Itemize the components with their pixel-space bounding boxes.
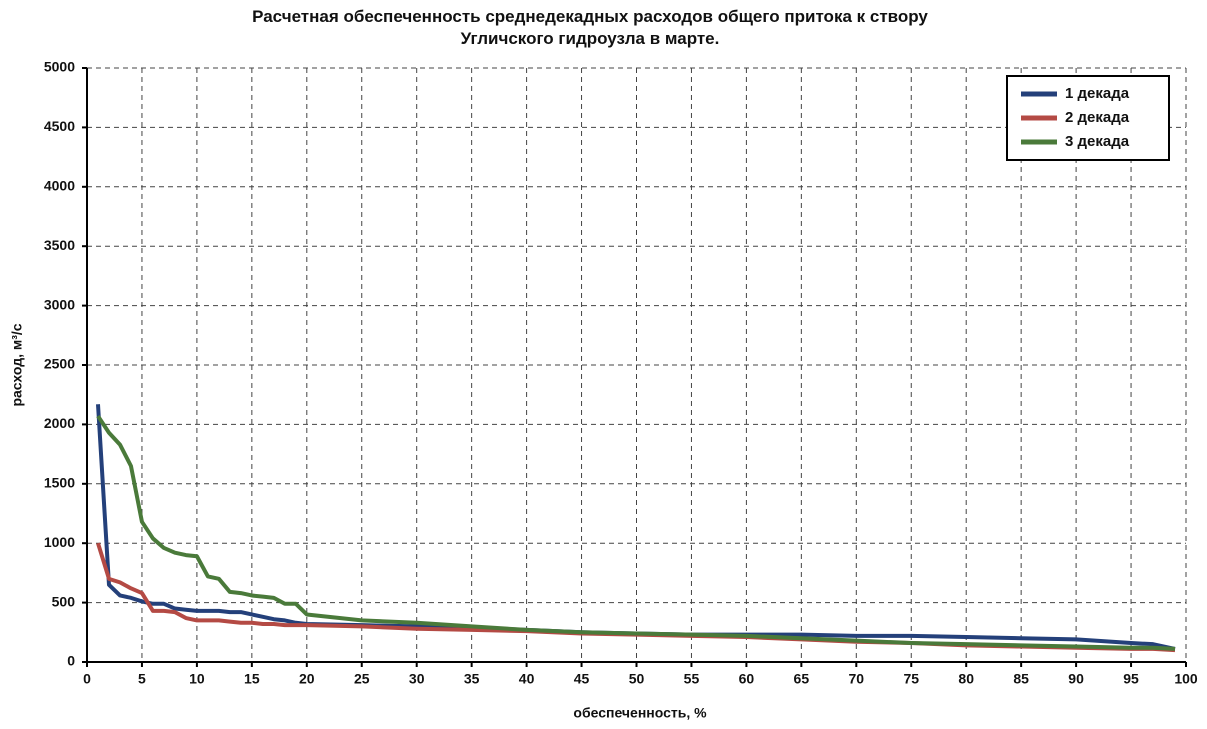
x-axis-label: обеспеченность, % [573, 705, 707, 721]
x-tick-label: 50 [629, 671, 645, 687]
x-tick-label: 15 [244, 671, 260, 687]
x-tick-label: 40 [519, 671, 535, 687]
y-tick-label: 500 [52, 593, 76, 609]
y-tick-label: 5000 [44, 59, 75, 75]
y-tick-label: 4000 [44, 178, 75, 194]
x-tick-label: 75 [903, 671, 919, 687]
x-tick-label: 60 [739, 671, 755, 687]
y-tick-label: 3500 [44, 237, 75, 253]
legend-label: 2 декада [1065, 109, 1130, 126]
x-tick-label: 25 [354, 671, 370, 687]
y-tick-label: 1000 [44, 534, 75, 550]
y-tick-label: 4500 [44, 118, 75, 134]
y-tick-label: 0 [67, 653, 75, 669]
x-tick-label: 45 [574, 671, 590, 687]
legend-label: 3 декада [1065, 133, 1130, 150]
x-tick-label: 65 [794, 671, 810, 687]
y-tick-label: 3000 [44, 296, 75, 312]
series-line [95, 404, 1176, 651]
x-tick-label: 55 [684, 671, 700, 687]
legend-label: 1 декада [1065, 85, 1130, 102]
x-tick-label: 70 [849, 671, 865, 687]
x-tick-label: 95 [1123, 671, 1139, 687]
series-line [96, 414, 1176, 651]
x-tick-label: 30 [409, 671, 425, 687]
y-tick-label: 1500 [44, 475, 75, 491]
x-tick-label: 5 [138, 671, 146, 687]
x-tick-label: 90 [1068, 671, 1084, 687]
x-tick-label: 80 [958, 671, 974, 687]
y-tick-label: 2500 [44, 356, 75, 372]
chart-title: Расчетная обеспеченность среднедекадных … [252, 7, 928, 48]
x-tick-label: 20 [299, 671, 315, 687]
x-tick-label: 100 [1174, 671, 1198, 687]
y-tick-label: 2000 [44, 415, 75, 431]
y-axis-label: расход, м³/с [9, 323, 25, 406]
x-tick-label: 10 [189, 671, 205, 687]
x-tick-label: 0 [83, 671, 91, 687]
x-tick-label: 35 [464, 671, 480, 687]
x-tick-label: 85 [1013, 671, 1029, 687]
